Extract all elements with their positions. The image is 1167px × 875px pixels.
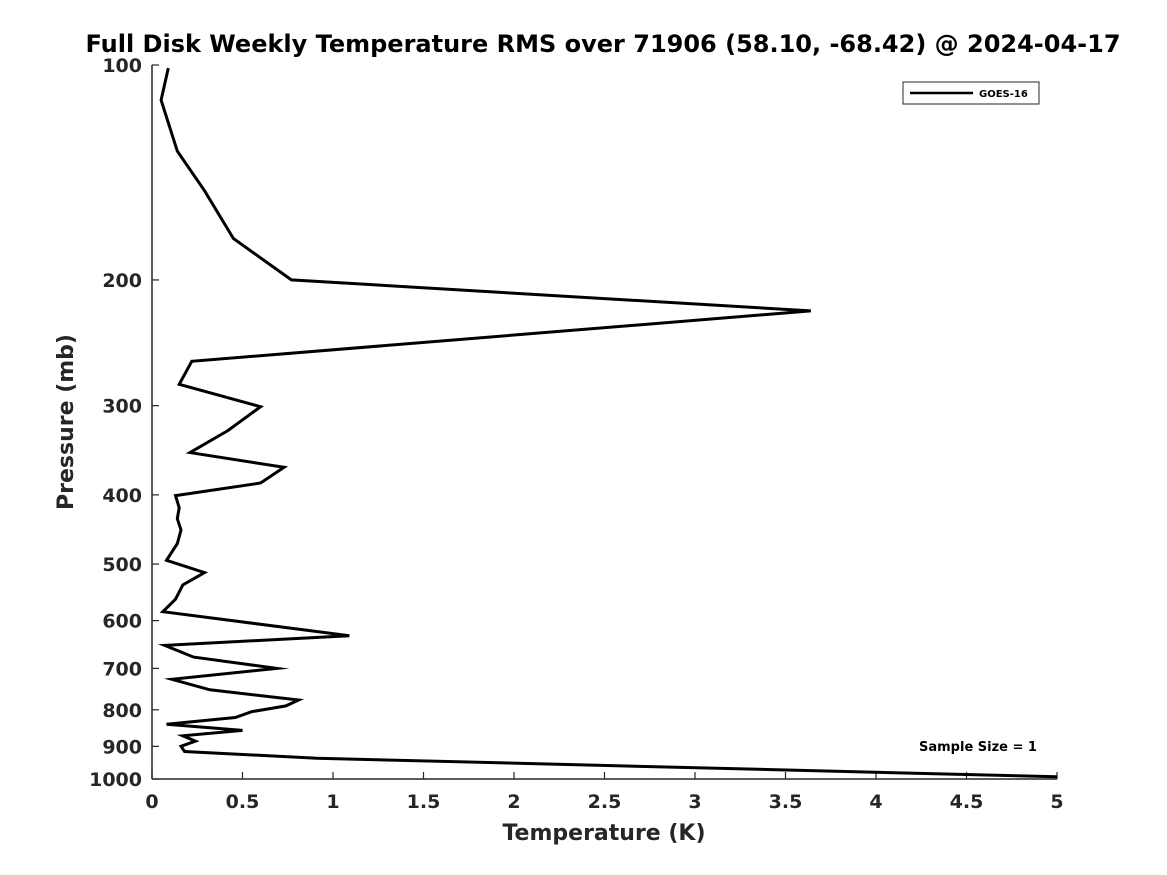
x-tick-label: 2 (507, 791, 520, 813)
x-axis-ticks: 0 0.5 1 1.5 2 2.5 3 3.5 4 4.5 5 (145, 772, 1064, 813)
x-axis-label: Temperature (K) (502, 821, 705, 846)
x-tick-label: 1.5 (407, 791, 441, 813)
y-tick-label: 700 (102, 658, 142, 680)
y-tick-label: 500 (102, 554, 142, 576)
y-tick-label: 400 (102, 485, 142, 507)
y-tick-label: 200 (102, 270, 142, 292)
chart-title: Full Disk Weekly Temperature RMS over 71… (85, 30, 1120, 58)
x-tick-label: 4.5 (950, 791, 984, 813)
y-axis-ticks: 100 200 300 400 500 600 700 800 900 1000 (89, 55, 159, 791)
x-tick-label: 0 (145, 791, 158, 813)
y-axis-label: Pressure (mb) (54, 334, 79, 510)
y-tick-label: 600 (102, 611, 142, 633)
y-tick-label: 100 (102, 55, 142, 77)
x-tick-label: 3.5 (769, 791, 803, 813)
y-tick-label: 900 (102, 736, 142, 758)
x-tick-label: 1 (326, 791, 339, 813)
y-tick-label: 1000 (89, 769, 142, 791)
x-tick-label: 2.5 (588, 791, 622, 813)
legend-label-goes-16: GOES-16 (979, 89, 1028, 100)
x-tick-label: 5 (1050, 791, 1063, 813)
plot-area (151, 65, 1057, 780)
series-line-goes-16 (157, 67, 1058, 779)
y-tick-label: 300 (102, 396, 142, 418)
x-tick-label: 0.5 (226, 791, 260, 813)
x-tick-label: 4 (869, 791, 882, 813)
y-tick-label: 800 (102, 700, 142, 722)
x-tick-label: 3 (688, 791, 701, 813)
series-layer (157, 67, 1058, 779)
legend: GOES-16 (902, 81, 1040, 105)
sample-size-annotation: Sample Size = 1 (919, 740, 1037, 755)
